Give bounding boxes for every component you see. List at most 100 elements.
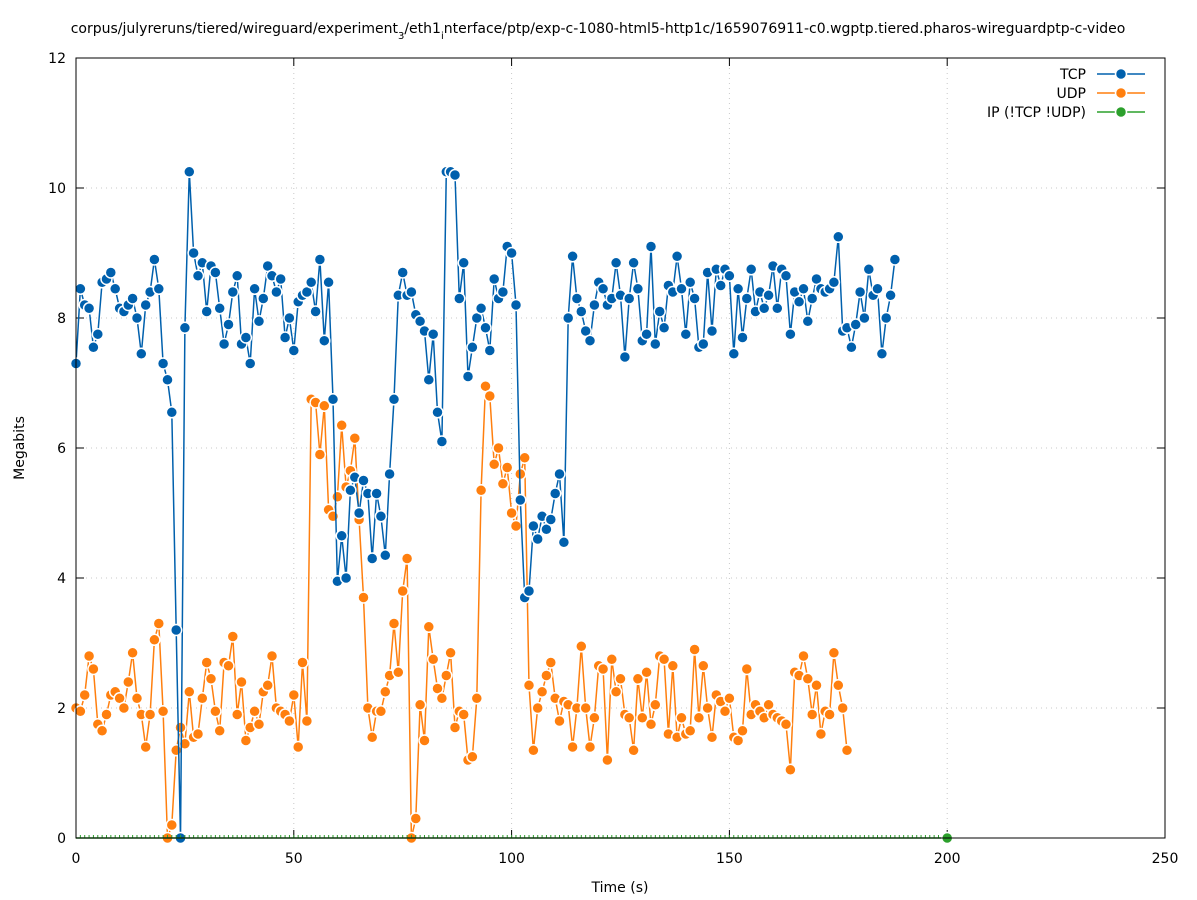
x-tick-label: 200 [934, 851, 961, 867]
data-point [379, 549, 392, 562]
data-point [396, 266, 409, 279]
data-point [627, 744, 640, 757]
data-point [209, 266, 222, 279]
data-point [771, 302, 784, 315]
data-point [156, 705, 170, 718]
data-point [644, 240, 658, 253]
data-point [435, 435, 449, 448]
data-point [496, 285, 510, 299]
data-point [832, 230, 845, 244]
data-point [609, 256, 623, 270]
data-point [649, 698, 662, 712]
data-point [474, 302, 488, 315]
data-point [156, 357, 170, 370]
data-point [675, 711, 688, 725]
data-point [544, 656, 558, 669]
data-point [187, 246, 200, 260]
data-point [601, 753, 614, 767]
data-point [527, 519, 540, 533]
data-point [222, 659, 235, 673]
data-point [631, 672, 645, 686]
data-point [213, 724, 226, 738]
data-point [875, 347, 889, 361]
data-point [283, 311, 296, 325]
data-point [827, 646, 841, 660]
data-point [570, 292, 584, 305]
data-point [879, 311, 893, 325]
data-point [579, 701, 592, 715]
y-tick-label: 8 [57, 311, 66, 327]
data-point [74, 282, 87, 296]
data-point [165, 818, 179, 832]
plot-series [69, 165, 954, 845]
data-point [309, 305, 322, 318]
data-point [300, 714, 314, 728]
data-point [483, 389, 497, 403]
data-point [466, 750, 479, 764]
x-axis-label: Time (s) [591, 880, 649, 896]
data-point [370, 487, 383, 500]
data-point [779, 718, 793, 731]
data-point [265, 649, 279, 663]
data-point [418, 734, 431, 747]
data-point [178, 737, 192, 751]
data-point [466, 341, 479, 354]
data-point [117, 701, 131, 715]
data-point [444, 646, 457, 660]
data-point [252, 718, 266, 731]
data-point [614, 672, 627, 686]
data-point [474, 484, 488, 497]
data-point [618, 350, 632, 364]
data-point [287, 688, 301, 702]
data-point [448, 721, 462, 734]
data-point [339, 571, 353, 585]
data-point [505, 246, 518, 260]
data-point [596, 282, 610, 296]
data-point [413, 698, 427, 712]
data-point [605, 653, 619, 666]
data-point [653, 305, 666, 318]
data-point [392, 666, 405, 679]
data-point [762, 289, 775, 302]
data-point [278, 331, 292, 344]
data-point [426, 653, 440, 666]
data-point [688, 643, 701, 656]
data-point [139, 740, 152, 754]
data-point [235, 675, 248, 689]
data-point [631, 282, 645, 296]
data-point [823, 708, 836, 721]
data-point [178, 321, 192, 335]
data-point [727, 347, 741, 361]
data-point [348, 431, 362, 445]
data-point [740, 292, 754, 305]
data-point [313, 253, 327, 266]
data-point [95, 724, 109, 738]
data-point [888, 253, 902, 266]
data-point [736, 331, 749, 344]
data-point [487, 272, 501, 286]
data-point [243, 357, 257, 370]
data-point [784, 763, 797, 777]
x-tick-label: 100 [498, 851, 525, 867]
y-tick-label: 2 [57, 701, 66, 717]
data-point [440, 669, 453, 682]
data-point [744, 263, 758, 276]
data-point [248, 705, 261, 718]
data-point [152, 282, 166, 296]
data-point [108, 282, 122, 296]
data-point [522, 679, 536, 692]
y-axis-label: Megabits [12, 416, 28, 480]
data-point [435, 692, 449, 705]
data-point [365, 731, 379, 744]
data-point [540, 669, 553, 682]
data-point [853, 285, 867, 299]
data-point [122, 675, 135, 689]
data-point [87, 662, 100, 676]
data-point [409, 812, 423, 825]
data-point [135, 347, 148, 361]
data-point [357, 591, 370, 604]
legend-marker [1114, 67, 1128, 81]
legend-item: IP (!TCP !UDP) [987, 105, 1145, 121]
data-point [326, 510, 340, 523]
data-point [152, 617, 166, 630]
